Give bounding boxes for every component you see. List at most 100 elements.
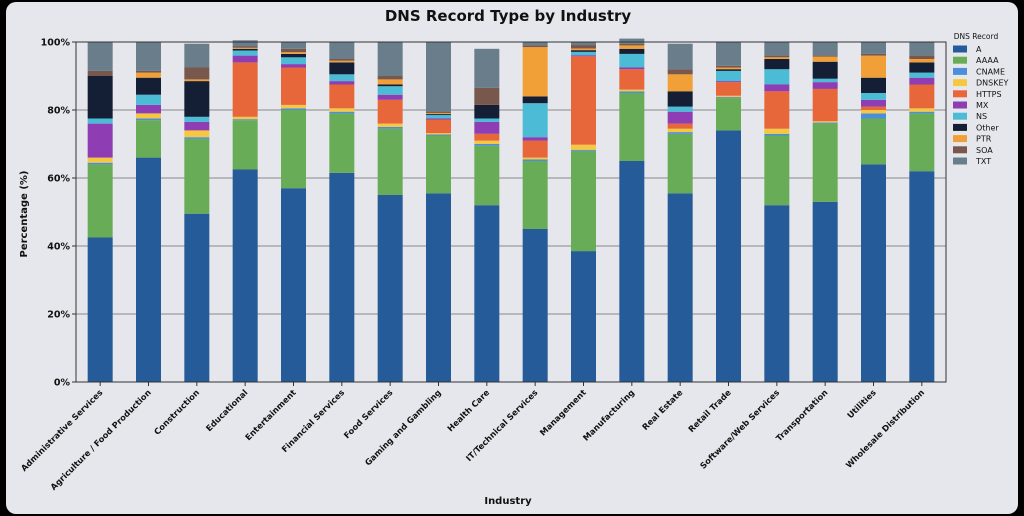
legend-label: TXT [975, 157, 991, 166]
y-axis-label: Percentage (%) [19, 171, 30, 258]
bar-stack-agriculture-food-production [136, 42, 161, 382]
legend: DNS Record AAAAACNAMEDNSKEYHTTPSMXNSOthe… [953, 32, 1009, 166]
bar-segment-a [184, 213, 210, 382]
bar-segment-dnskey [764, 128, 790, 134]
bar-stack-financial-services [329, 42, 355, 382]
legend-label: DNSKEY [976, 79, 1009, 88]
bar-segment-soa [522, 45, 548, 48]
x-tick-label: Health Care [445, 387, 491, 433]
x-tick-label: Administrative Services [19, 387, 105, 473]
bar-segment-other [329, 62, 355, 75]
y-tick-label: 40% [47, 242, 70, 253]
bar-segment-mx [329, 81, 355, 85]
bar-segment-dnskey [474, 140, 500, 144]
legend-swatch [953, 79, 967, 87]
x-tick-label: Food Services [342, 387, 395, 440]
bar-segment-cname [474, 144, 500, 146]
bar-segment-a [281, 188, 306, 382]
bar-segment-ns [281, 57, 306, 65]
x-tick-label: Construction [152, 387, 202, 437]
legend-label: Other [976, 123, 999, 132]
bar-segment-mx [571, 55, 596, 57]
bar-segment-txt [474, 48, 500, 88]
bar-segment-https [426, 119, 451, 134]
bar-segment-cname [281, 108, 306, 110]
bar-segment-txt [716, 42, 741, 66]
bar-segment-txt [426, 42, 451, 113]
bar-segment-aaaa [861, 118, 886, 165]
bar-segment-cname [571, 149, 596, 151]
x-tick-label: Management [538, 387, 588, 437]
bar-segment-ptr [329, 60, 355, 63]
bar-segment-ns [426, 115, 451, 119]
bar-segment-txt [281, 42, 306, 49]
bar-segment-cname [522, 159, 548, 161]
bar-segment-txt [136, 42, 161, 71]
bar-segment-https [764, 91, 790, 129]
bar-segment-ptr [716, 67, 741, 70]
bar-segment-mx [184, 121, 210, 131]
bar-segment-txt [667, 43, 693, 70]
bar-segment-https [571, 56, 596, 145]
bar-segment-a [716, 130, 741, 382]
bar-segment-cname [812, 122, 838, 124]
bar-stack-wholesale-distribution [909, 42, 935, 382]
bar-stack-manufacturing [619, 38, 645, 382]
bar-segment-mx [232, 55, 258, 63]
bar-segment-a [232, 169, 258, 382]
bar-segment-aaaa [812, 123, 838, 202]
x-tick-label: Real Estate [640, 387, 685, 432]
bar-segment-txt [764, 42, 790, 56]
bar-segment-soa [281, 48, 306, 53]
bar-segment-txt [909, 42, 935, 56]
bar-segment-soa [571, 45, 596, 49]
x-tick-label: Wholesale Distribution [844, 387, 927, 470]
bar-segment-https [619, 69, 645, 90]
x-tick-label: Retail Trade [686, 387, 733, 434]
bar-segment-a [909, 171, 935, 382]
bar-segment-ptr [377, 79, 403, 85]
bar-segment-a [619, 161, 645, 382]
x-axis-label: Industry [484, 496, 532, 507]
bar-segment-txt [812, 42, 838, 56]
legend-item-cname: CNAME [953, 67, 1005, 76]
bar-segment-other [474, 104, 500, 119]
bar-segment-soa [861, 53, 886, 56]
chart-title: DNS Record Type by Industry [385, 7, 632, 25]
bar-segment-dnskey [522, 157, 548, 160]
legend-swatch [953, 157, 967, 165]
bar-segment-soa [136, 70, 161, 73]
bar-segment-soa [716, 65, 741, 68]
bar-segment-ns [812, 78, 838, 83]
legend-label: NS [976, 112, 987, 121]
bar-stack-retail-trade [716, 42, 741, 382]
x-tick-label: Manufacturing [581, 387, 637, 443]
bar-segment-aaaa [232, 120, 258, 170]
bar-segment-ns [909, 72, 935, 78]
bar-stack-health-care [474, 48, 500, 382]
bar-segment-https [474, 133, 500, 141]
bar-segment-other [571, 50, 596, 52]
bar-segment-a [812, 201, 838, 382]
bar-segment-ptr [764, 57, 790, 59]
bar-segment-ns [474, 118, 500, 122]
bar-segment-ns [716, 70, 741, 82]
bar-segment-other [619, 48, 645, 54]
bar-segment-ptr [812, 56, 838, 62]
bar-segment-dnskey [861, 110, 886, 114]
bar-segment-cname [764, 133, 790, 136]
bar-segment-aaaa [474, 145, 500, 206]
y-axis: 0% 20% 40% 60% 80% 100% [41, 38, 76, 389]
bar-segment-a [329, 172, 355, 382]
bar-segment-ptr [667, 74, 693, 92]
bar-segment-aaaa [667, 133, 693, 194]
bar-segment-ns [764, 69, 790, 85]
bar-segment-mx [667, 111, 693, 124]
bar-stack-it-technical-services [522, 42, 548, 382]
bar-segment-ptr [136, 72, 161, 78]
bar-segment-soa [812, 55, 838, 57]
bar-stack-construction [184, 43, 210, 382]
bar-segment-aaaa [716, 98, 741, 131]
legend-item-mx: MX [953, 101, 989, 110]
bar-segment-dnskey [426, 133, 451, 135]
